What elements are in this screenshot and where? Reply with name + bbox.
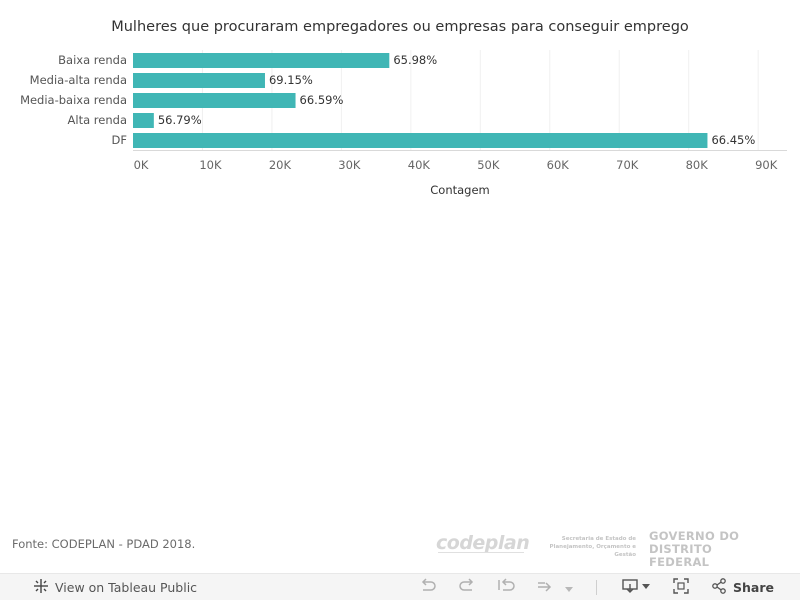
category-label: DF (112, 133, 127, 147)
x-tick-label: 90K (755, 158, 778, 172)
gdf-logo-line2: DISTRITO FEDERAL (649, 542, 713, 569)
gdf-logo: GOVERNO DO DISTRITO FEDERAL (649, 530, 766, 569)
share-icon (711, 577, 727, 598)
bars (133, 53, 708, 148)
tableau-icon (33, 578, 49, 598)
data-label: 69.15% (269, 73, 313, 87)
category-label: Media-baixa renda (20, 93, 127, 107)
category-labels: Baixa renda Media-alta renda Media-baixa r… (20, 53, 127, 147)
toolbar-divider (596, 580, 597, 595)
fullscreen-icon (673, 577, 689, 598)
undo-button[interactable] (419, 574, 437, 600)
footer-logos: codeplan Secretaria de Estado de Planeja… (436, 530, 766, 569)
codeplan-logo-underline (438, 552, 524, 555)
bar (133, 53, 390, 68)
fullscreen-button[interactable] (673, 574, 689, 600)
x-tick-label: 80K (686, 158, 709, 172)
data-label: 56.79% (158, 113, 202, 127)
x-tick-label: 50K (477, 158, 500, 172)
x-tick-label: 10K (199, 158, 222, 172)
data-label: 66.45% (711, 133, 755, 147)
chart-title: Mulheres que procuraram empregadores ou … (111, 19, 689, 35)
view-on-tableau-label: View on Tableau Public (55, 580, 198, 595)
revert-icon (497, 577, 517, 598)
codeplan-logo: codeplan (436, 532, 530, 554)
refresh-icon (536, 578, 554, 598)
download-button[interactable] (622, 574, 652, 600)
category-label: Media-alta renda (30, 73, 127, 87)
source-note: Fonte: CODEPLAN - PDAD 2018. (12, 537, 196, 551)
undo-icon (419, 577, 437, 598)
chevron-down-icon (565, 579, 573, 597)
category-label: Baixa renda (58, 53, 127, 67)
revert-button[interactable] (497, 574, 517, 600)
data-label: 66.59% (300, 93, 344, 107)
data-labels: 65.98% 69.15% 66.59% 56.79% 66.45% (158, 53, 756, 147)
x-tick-label: 0K (134, 158, 149, 172)
bar (133, 93, 296, 108)
x-tick-label: 40K (408, 158, 431, 172)
category-label: Alta renda (68, 113, 127, 127)
refresh-button[interactable] (536, 574, 554, 600)
seplag-logo: Secretaria de Estado de Planejamento, Or… (549, 536, 636, 558)
bar-chart: Baixa renda Media-alta renda Media-baixa r… (20, 50, 787, 197)
x-tick-label: 70K (616, 158, 639, 172)
share-label: Share (733, 580, 774, 595)
gdf-logo-line1: GOVERNO DO (649, 529, 740, 543)
refresh-dropdown[interactable] (565, 574, 573, 600)
share-button[interactable]: Share (711, 574, 774, 600)
bar (133, 113, 154, 128)
tableau-toolbar: View on Tableau Public (0, 573, 800, 600)
download-icon (622, 578, 652, 598)
redo-icon (458, 577, 476, 598)
redo-button[interactable] (458, 574, 476, 600)
bar (133, 73, 265, 88)
x-axis-label: Contagem (430, 183, 490, 197)
data-label: 65.98% (393, 53, 437, 67)
view-on-tableau-button[interactable]: View on Tableau Public (33, 574, 197, 600)
x-tick-label: 60K (547, 158, 570, 172)
bar (133, 133, 708, 148)
x-tick-labels: 0K 10K 20K 30K 40K 50K 60K 70K 80K 90K (134, 158, 778, 172)
x-tick-label: 30K (338, 158, 361, 172)
x-tick-label: 20K (269, 158, 292, 172)
